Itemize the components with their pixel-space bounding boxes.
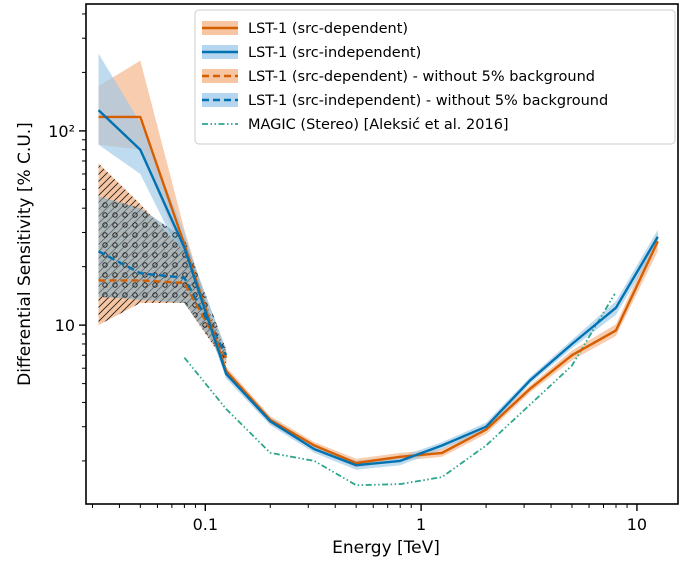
x-tick-label: 0.1 — [193, 515, 218, 534]
x-tick-label: 10 — [627, 515, 647, 534]
legend-box — [194, 9, 676, 145]
legend-entry: MAGIC (Stereo) [Aleksić et al. 2016] — [248, 117, 509, 133]
x-tick-label: 1 — [416, 515, 426, 534]
y-tick-label: 10 — [55, 316, 75, 335]
plot-frame — [85, 3, 679, 505]
series-3-line — [97, 250, 228, 356]
y-tick-label: 10² — [48, 122, 75, 141]
legend-entry: LST-1 (src-independent) - without 5% bac… — [248, 93, 608, 109]
series-1-line — [97, 109, 659, 467]
y-axis-label: Differential Sensitivity [% C.U.] — [15, 122, 35, 386]
legend: LST-1 (src-dependent) LST-1 (src-independ… — [194, 9, 676, 145]
x-axis-label: Energy [TeV] — [332, 538, 440, 558]
legend-entry: LST-1 (src-dependent) — [248, 21, 408, 37]
legend-entry: LST-1 (src-independent) — [248, 45, 421, 61]
legend-entry: LST-1 (src-dependent) - without 5% backg… — [248, 69, 595, 85]
series-3-band-dots — [98, 196, 227, 362]
series-4-line — [183, 293, 616, 487]
